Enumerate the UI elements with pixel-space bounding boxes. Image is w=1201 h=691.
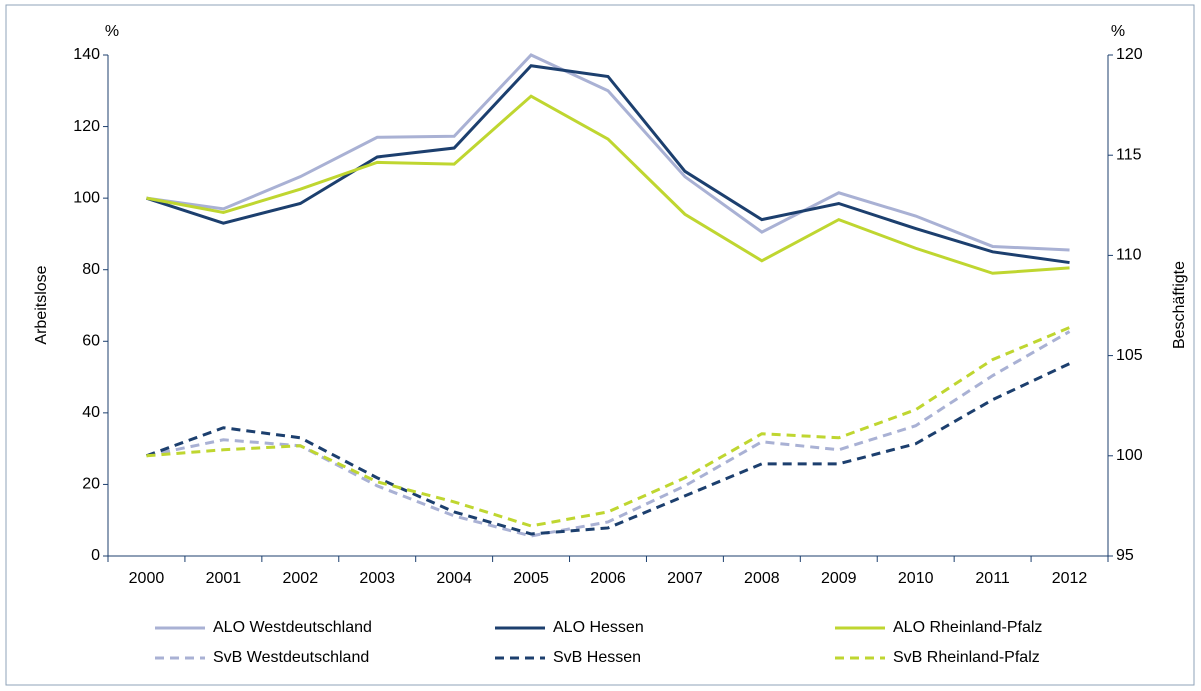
y-tick-label: 0 <box>91 547 100 564</box>
y2-tick-label: 105 <box>1116 347 1143 364</box>
series-line <box>145 64 1070 265</box>
series-line <box>146 326 1071 528</box>
x-tick-label: 2012 <box>1052 570 1088 587</box>
legend-label: ALO Westdeutschland <box>213 619 372 636</box>
legend-label: ALO Hessen <box>553 619 644 636</box>
x-tick-label: 2010 <box>898 570 934 587</box>
x-tick-label: 2009 <box>821 570 857 587</box>
x-tick-label: 2002 <box>283 570 319 587</box>
y-unit: % <box>105 23 119 40</box>
legend-label: ALO Rheinland-Pfalz <box>893 619 1042 636</box>
legend-label: SvB Westdeutschland <box>213 649 369 666</box>
series-line <box>145 362 1071 536</box>
legend-label: SvB Rheinland-Pfalz <box>893 649 1040 666</box>
x-tick-label: 2007 <box>667 570 703 587</box>
y-tick-label: 120 <box>73 118 100 135</box>
y2-axis-title: Beschäftigte <box>1171 261 1188 349</box>
y-tick-label: 40 <box>82 404 100 421</box>
y-tick-label: 100 <box>73 189 100 206</box>
y-tick-label: 80 <box>82 261 100 278</box>
y-tick-label: 20 <box>82 476 100 493</box>
x-tick-label: 2005 <box>513 570 549 587</box>
x-tick-label: 2004 <box>436 570 472 587</box>
y2-tick-label: 110 <box>1116 247 1142 264</box>
y2-tick-label: 115 <box>1116 146 1142 163</box>
y2-tick-label: 100 <box>1116 447 1143 464</box>
legend-label: SvB Hessen <box>553 649 641 666</box>
x-tick-label: 2011 <box>975 570 1010 587</box>
y-axis-title: Arbeitslose <box>33 265 50 344</box>
x-tick-label: 2001 <box>206 570 242 587</box>
y2-tick-label: 120 <box>1116 46 1143 63</box>
x-tick-label: 2006 <box>590 570 626 587</box>
series-line <box>146 94 1070 275</box>
x-tick-label: 2003 <box>359 570 395 587</box>
x-tick-label: 2008 <box>744 570 780 587</box>
series-line <box>146 53 1070 252</box>
y-tick-label: 140 <box>73 46 100 63</box>
chart-frame <box>5 4 1195 686</box>
y2-unit: % <box>1111 23 1125 40</box>
x-tick-label: 2000 <box>129 570 165 587</box>
y-tick-label: 60 <box>82 333 100 350</box>
y2-tick-label: 95 <box>1116 547 1134 564</box>
